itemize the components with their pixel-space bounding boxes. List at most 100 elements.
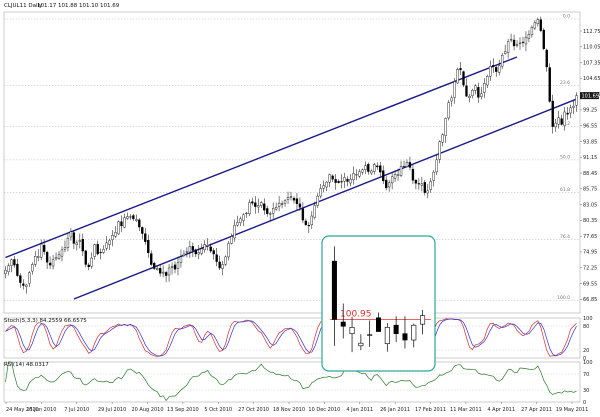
stoch-d-line <box>5 318 577 357</box>
price-tick-label: 110.05 <box>583 45 600 51</box>
candle-body <box>349 178 352 184</box>
last-price-label: 101.69 <box>582 93 600 99</box>
candle-body <box>495 67 498 72</box>
stoch-k-line <box>5 318 577 357</box>
candle-body <box>191 246 195 251</box>
candle-body <box>108 240 111 245</box>
candle-body <box>551 100 554 127</box>
candle-body <box>527 34 531 39</box>
candle-body <box>387 182 391 188</box>
candle-body <box>453 81 456 98</box>
candle-body <box>120 221 123 227</box>
ohlc-header: 101.17 101.88 101.10 101.69 <box>37 3 120 9</box>
candle-body <box>459 68 462 71</box>
candle-body <box>438 141 441 160</box>
price-tick-label: 88.45 <box>583 171 597 177</box>
candle-body <box>500 55 504 67</box>
candle-body <box>423 182 427 193</box>
date-tick-label: 26 Jan 2011 <box>380 407 410 413</box>
date-tick-label: 11 Mar 2011 <box>450 407 482 413</box>
channel-line-upper <box>5 56 518 259</box>
candle-body <box>203 244 206 250</box>
candle-body <box>28 272 31 284</box>
date-tick-label: 27 Oct 2010 <box>238 407 269 413</box>
rsi-line <box>5 361 577 402</box>
rsi-tick-label: 100 <box>583 360 593 366</box>
candle-body <box>114 232 117 237</box>
price-tick-label: 91.15 <box>583 155 597 161</box>
candle-body <box>313 205 316 218</box>
price-tick-label: 80.35 <box>583 218 597 224</box>
candle-body <box>393 174 397 179</box>
candle-body <box>167 267 171 276</box>
price-tick-label: 107.35 <box>583 60 600 66</box>
inset-candle-body <box>375 317 382 332</box>
candle-body <box>295 198 299 204</box>
candle-body <box>230 236 233 244</box>
price-tick-label: 93.85 <box>583 139 597 145</box>
candle-body <box>16 263 19 276</box>
candle-body <box>182 253 186 256</box>
candle-body <box>444 118 447 136</box>
candle-body <box>248 202 251 215</box>
candle-body <box>399 166 403 176</box>
candle-body <box>72 232 76 244</box>
candle-body <box>242 214 245 221</box>
candle-body <box>450 97 453 102</box>
date-tick-label: 24 May 2010 <box>6 407 39 413</box>
candle-body <box>402 166 406 168</box>
candle-body <box>22 283 25 286</box>
candle-body <box>87 264 90 268</box>
candle-body <box>227 243 230 258</box>
date-tick-label: 15 Jun 2010 <box>26 407 56 413</box>
candle-body <box>515 44 519 46</box>
candle-body <box>411 168 415 181</box>
candle-body <box>536 19 540 24</box>
candle-body <box>200 248 203 254</box>
candle-body <box>304 220 308 225</box>
candle-body <box>334 179 337 183</box>
candle-body <box>123 217 126 228</box>
candle-body <box>81 239 84 252</box>
candle-body <box>25 284 28 287</box>
last-price-box <box>580 92 599 100</box>
candle-body <box>301 208 305 221</box>
candle-body <box>298 203 302 208</box>
fib-label: 61.8 <box>560 187 570 193</box>
candle-body <box>518 42 522 44</box>
candle-body <box>19 275 22 283</box>
candle-body <box>429 181 432 190</box>
candle-body <box>557 117 560 125</box>
price-tick-label: 104.65 <box>583 76 600 82</box>
candle-body <box>512 39 516 47</box>
date-tick-label: 29 Jul 2010 <box>98 407 126 413</box>
candle-body <box>396 174 400 176</box>
candle-body <box>286 197 290 200</box>
stoch-label: Stoch(5,3,3) 84.2559 66.6575 <box>4 318 87 324</box>
candle-body <box>316 195 319 206</box>
candle-body <box>292 197 296 201</box>
price-tick-label: 66.85 <box>583 297 597 303</box>
candle-body <box>147 239 150 253</box>
candle-body <box>13 259 16 266</box>
inset-frame <box>321 235 436 372</box>
inset-annotation-label: 100.95 <box>340 310 372 320</box>
candle-body <box>432 171 435 181</box>
candle-body <box>483 83 486 93</box>
candle-body <box>456 69 459 84</box>
candle-body <box>420 183 424 186</box>
date-tick-label: 7 Jul 2010 <box>64 407 89 413</box>
candle-body <box>254 202 257 207</box>
price-axis: 112.75110.05107.35104.65101.9599.2596.55… <box>580 29 600 303</box>
candle-body <box>150 253 153 265</box>
candle-body <box>447 102 450 119</box>
candle-body <box>274 207 278 210</box>
candle-body <box>170 266 174 268</box>
candle-body <box>524 36 528 45</box>
candle-body <box>75 242 79 245</box>
price-tick-label: 74.95 <box>583 250 597 256</box>
candle-body <box>239 218 242 223</box>
candle-body <box>373 164 376 172</box>
candle-body <box>390 176 394 184</box>
